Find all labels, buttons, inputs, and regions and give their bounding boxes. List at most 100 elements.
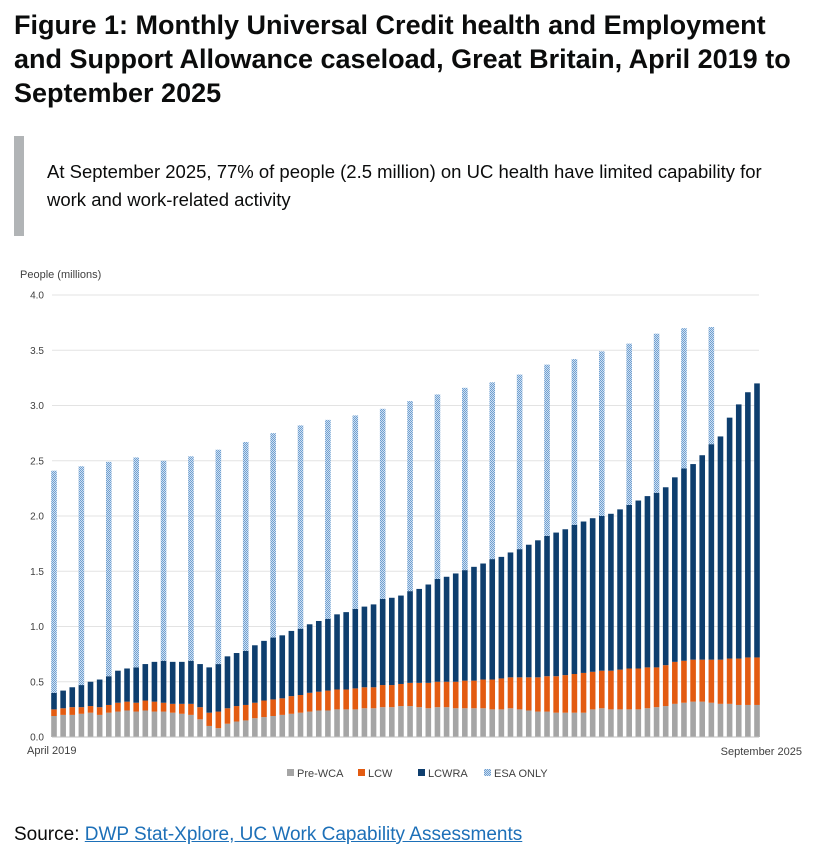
- bar-lcwra: [726, 417, 733, 659]
- bar-pre-wca: [598, 708, 605, 737]
- bar-lcwra: [717, 436, 724, 660]
- bar-pre-wca: [416, 707, 422, 737]
- y-tick-label: 3.5: [30, 346, 44, 357]
- bar-lcw: [133, 702, 139, 712]
- bar-pre-wca: [589, 709, 596, 738]
- bar-esa-only: [407, 401, 413, 592]
- bar-pre-wca: [124, 710, 130, 737]
- bar-lcwra: [681, 468, 687, 661]
- bar-lcw: [398, 683, 404, 707]
- bar-lcw: [242, 704, 249, 721]
- bar-lcwra: [452, 573, 459, 682]
- key-finding-callout: At September 2025, 77% of people (2.5 mi…: [14, 136, 804, 236]
- bar-lcwra: [635, 500, 642, 669]
- bar-lcwra: [343, 612, 349, 690]
- bar-pre-wca: [717, 703, 724, 737]
- legend-swatch: [418, 769, 425, 776]
- legend-swatch: [358, 769, 365, 776]
- bar-lcwra: [462, 570, 468, 681]
- bar-lcwra: [480, 563, 486, 680]
- y-tick-label: 3.0: [30, 401, 44, 412]
- legend-label: ESA ONLY: [494, 768, 548, 780]
- bar-pre-wca: [325, 710, 331, 737]
- bar-pre-wca: [644, 708, 651, 737]
- bar-esa-only: [297, 425, 304, 629]
- bar-esa-only: [51, 470, 57, 693]
- legend-item: LCWRA: [418, 768, 468, 780]
- bar-lcwra: [51, 692, 57, 710]
- bar-esa-only: [681, 328, 687, 469]
- bar-esa-only: [160, 460, 167, 661]
- bar-lcw: [489, 679, 496, 710]
- bar-lcw: [635, 668, 642, 710]
- bar-esa-only: [133, 457, 139, 668]
- bar-lcw: [179, 703, 185, 714]
- bar-lcwra: [96, 679, 103, 708]
- bar-pre-wca: [726, 703, 733, 737]
- bar-lcw: [498, 678, 505, 710]
- bar-lcwra: [270, 637, 276, 700]
- bar-pre-wca: [617, 709, 623, 738]
- bar-lcwra: [708, 444, 715, 660]
- legend-item: ESA ONLY: [484, 768, 548, 780]
- bar-lcwra: [105, 676, 112, 705]
- bar-lcwra: [653, 492, 660, 668]
- bar-lcw: [434, 681, 441, 708]
- bar-lcw: [425, 682, 432, 709]
- bar-lcw: [206, 712, 213, 726]
- bar-lcwra: [516, 549, 523, 678]
- bar-lcw: [617, 669, 623, 710]
- source-link[interactable]: DWP Stat-Xplore, UC Work Capability Asse…: [84, 824, 523, 845]
- bar-lcw: [87, 706, 94, 713]
- bar-lcwra: [325, 618, 331, 691]
- bar-lcw: [261, 700, 267, 718]
- bar-lcw: [151, 701, 158, 712]
- bar-lcw: [726, 658, 733, 704]
- bar-lcwra: [87, 681, 94, 707]
- bar-pre-wca: [745, 704, 751, 737]
- bar-pre-wca: [735, 704, 742, 737]
- bar-lcwra: [361, 606, 368, 688]
- bar-esa-only: [544, 364, 550, 536]
- bar-pre-wca: [708, 702, 715, 737]
- bar-lcwra: [617, 509, 623, 670]
- bar-lcw: [188, 703, 194, 715]
- bar-lcw: [297, 695, 304, 713]
- bar-pre-wca: [242, 720, 249, 737]
- figure-title: Figure 1: Monthly Universal Credit healt…: [14, 10, 791, 108]
- bar-pre-wca: [78, 713, 85, 737]
- y-axis-label: People (millions): [20, 269, 101, 281]
- bar-lcwra: [352, 608, 359, 689]
- bar-lcw: [115, 702, 121, 712]
- bar-lcwra: [544, 535, 550, 677]
- source-label: Source:: [14, 824, 80, 845]
- source-line: Source: DWP Stat-Xplore, UC Work Capabil…: [14, 822, 522, 848]
- y-tick-label: 0.0: [30, 733, 44, 744]
- bar-pre-wca: [681, 702, 687, 737]
- bar-esa-only: [434, 394, 441, 579]
- bar-lcwra: [233, 653, 240, 707]
- bar-lcwra: [288, 630, 295, 697]
- bar-pre-wca: [370, 708, 377, 737]
- key-finding-text: At September 2025, 77% of people (2.5 mi…: [47, 161, 762, 210]
- bar-pre-wca: [544, 711, 550, 737]
- bar-pre-wca: [553, 712, 559, 737]
- legend-label: Pre-WCA: [297, 768, 344, 780]
- bar-lcw: [443, 681, 450, 708]
- bar-lcwra: [443, 576, 450, 682]
- bar-pre-wca: [361, 708, 368, 737]
- bar-lcw: [562, 675, 569, 713]
- bar-lcwra: [60, 690, 66, 709]
- bar-lcw: [708, 659, 715, 703]
- bar-lcwra: [279, 635, 286, 699]
- bar-lcw: [105, 704, 112, 713]
- bar-esa-only: [105, 461, 112, 677]
- x-end-label: September 2025: [721, 746, 802, 758]
- bar-lcwra: [197, 664, 203, 708]
- bar-esa-only: [653, 333, 660, 493]
- bar-pre-wca: [434, 707, 441, 737]
- bar-lcw: [60, 708, 66, 715]
- bar-lcw: [754, 657, 760, 705]
- bar-pre-wca: [288, 713, 295, 737]
- bar-esa-only: [188, 456, 194, 661]
